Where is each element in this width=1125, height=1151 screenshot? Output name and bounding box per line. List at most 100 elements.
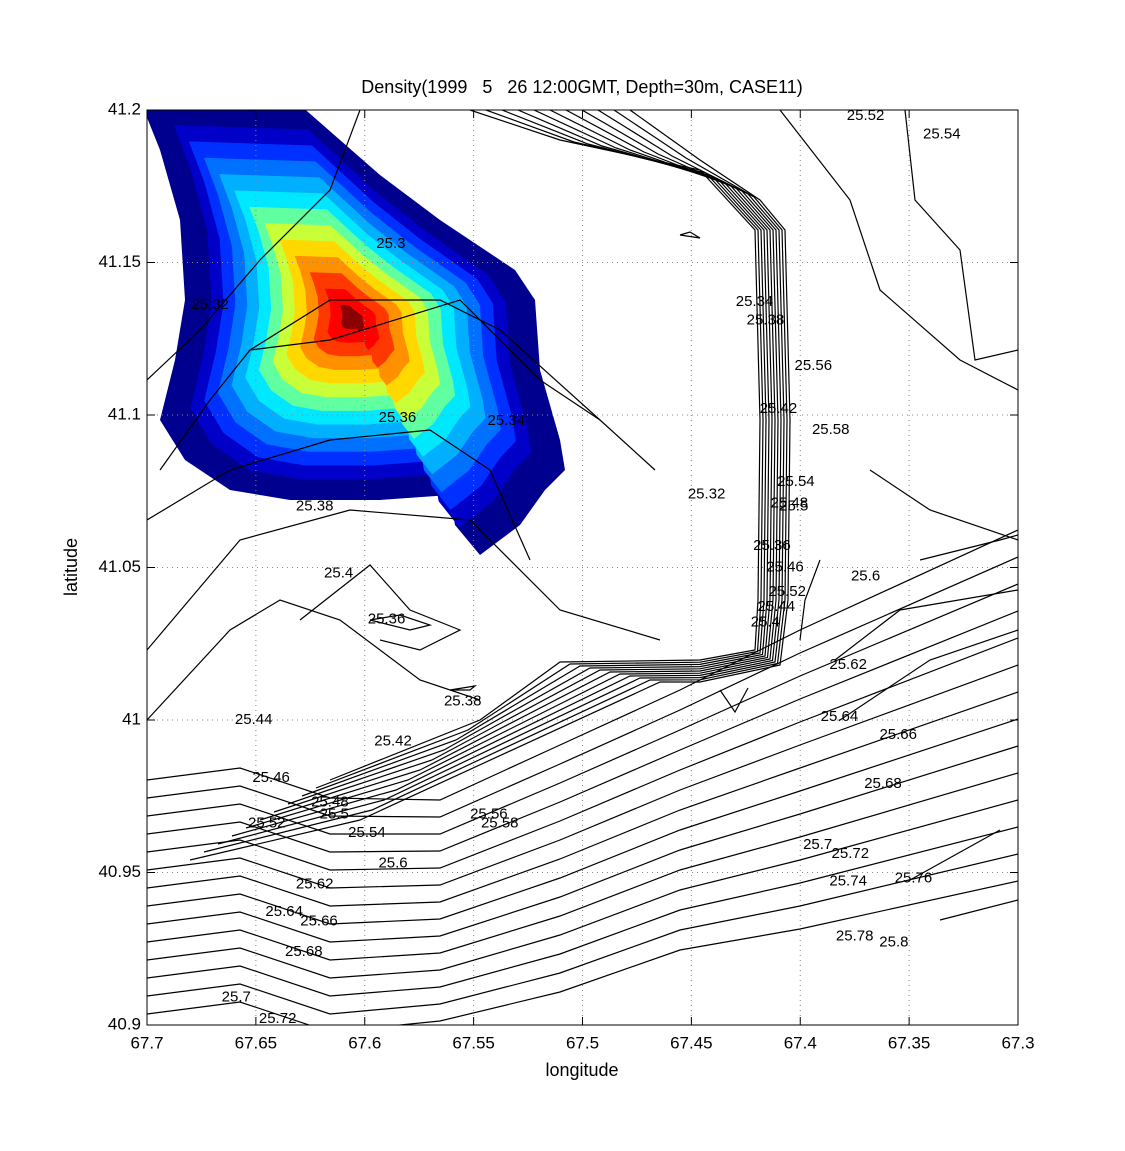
contour-line <box>147 799 1018 979</box>
x-tick-label: 67.6 <box>348 1033 381 1052</box>
contour-label: 25.5 <box>779 497 808 514</box>
contour-label: 25.34 <box>488 412 526 429</box>
contour-label: 25.42 <box>760 400 798 417</box>
contour-label: 25.6 <box>378 854 407 871</box>
contour-label: 25.62 <box>829 656 867 673</box>
contour-label: 25.46 <box>252 769 290 786</box>
contour-line <box>919 534 1018 561</box>
contour-line <box>259 110 776 821</box>
x-tick-label: 67.55 <box>452 1033 495 1052</box>
y-tick-label: 41 <box>122 709 141 728</box>
contour-label: 25.58 <box>481 815 519 832</box>
contour-label: 25.44 <box>758 598 796 615</box>
contour-label: 25.64 <box>821 708 859 725</box>
contour-label: 25.4 <box>751 613 780 630</box>
contour-line <box>147 826 1018 997</box>
y-tick-label: 41.15 <box>98 252 141 271</box>
contour-line <box>147 110 361 381</box>
contour-label: 25.68 <box>285 943 323 960</box>
x-tick-label: 67.5 <box>566 1033 599 1052</box>
contour-label: 25.7 <box>803 836 832 853</box>
y-tick-label: 40.9 <box>108 1014 141 1033</box>
contour-label: 25.56 <box>795 357 833 374</box>
contour-line <box>939 899 1018 921</box>
x-tick-label: 67.65 <box>235 1033 278 1052</box>
contour-label: 25.58 <box>812 421 850 438</box>
contour-label: 25.6 <box>851 568 880 585</box>
contour-label: 25.32 <box>688 485 726 502</box>
contour-line <box>147 556 1018 818</box>
x-tick-label: 67.4 <box>784 1033 817 1052</box>
contour-line <box>147 509 661 651</box>
contour-line <box>147 880 1018 1025</box>
contour-line <box>189 110 791 861</box>
contour-line <box>147 610 1018 853</box>
y-tick-label: 41.05 <box>98 557 141 576</box>
contour-line <box>904 110 1018 361</box>
x-tick-label: 67.7 <box>130 1033 163 1052</box>
contour-label: 25.54 <box>348 824 386 841</box>
y-tick-label: 40.95 <box>98 862 141 881</box>
x-tick-label: 67.35 <box>888 1033 931 1052</box>
contour-line <box>147 529 1018 801</box>
contour-label: 25.3 <box>376 235 405 252</box>
contour-label: 25.64 <box>265 903 303 920</box>
contour-line <box>449 685 478 691</box>
axes: 67.7 67.65 67.6 67.55 67.5 67.45 67.4 67.35 67.3… <box>98 99 1034 1052</box>
x-axis-label: longitude <box>545 1060 618 1080</box>
contour-line <box>147 637 1018 871</box>
contour-label: 25.38 <box>296 497 334 514</box>
contour-line <box>245 110 779 829</box>
x-tick-label: 67.3 <box>1001 1033 1034 1052</box>
contour-label: 25.36 <box>368 610 406 627</box>
contour-label: 25.54 <box>923 125 961 142</box>
contour-label: 25.78 <box>836 928 874 945</box>
contour-label: 25.36 <box>753 537 791 554</box>
contour-line <box>834 589 1018 661</box>
contour-line <box>231 110 782 837</box>
contour-line <box>779 110 1018 391</box>
contour-lines <box>147 110 1018 1025</box>
contour-label: 25.38 <box>444 693 482 710</box>
contour-label: 25.46 <box>766 558 804 575</box>
y-tick-label: 41.1 <box>108 404 141 423</box>
contour-line <box>147 718 1018 925</box>
contour-line <box>147 772 1018 961</box>
x-tick-label: 67.45 <box>670 1033 713 1052</box>
contour-line <box>147 664 1018 889</box>
contour-label: 25.54 <box>777 473 815 490</box>
contour-label: 25.72 <box>832 845 870 862</box>
chart-title: Density(1999 5 26 12:00GMT, Depth=30m, C… <box>361 77 802 97</box>
contour-label: 25.48 <box>311 793 349 810</box>
contour-label: 25.68 <box>864 775 902 792</box>
contour-label: 25.52 <box>847 107 885 124</box>
contour-line <box>299 564 462 651</box>
contour-label: 25.52 <box>768 583 806 600</box>
contour-line <box>159 299 656 471</box>
contour-line <box>679 231 701 239</box>
contour-line <box>217 110 785 845</box>
y-axis-label: latitude <box>61 538 81 596</box>
contour-line <box>147 599 481 721</box>
contour-label: 25.66 <box>879 726 917 743</box>
contour-line <box>249 299 601 421</box>
contour-label: 25.62 <box>296 876 334 893</box>
contour-line <box>147 853 1018 1015</box>
contour-labels: 25.52 25.54 25.3 25.32 25.34 25.38 25.56 25.42 2… <box>191 107 960 1027</box>
contour-label: 25.8 <box>879 934 908 951</box>
contour-label: 25.4 <box>324 565 353 582</box>
contour-label: 25.76 <box>895 870 933 887</box>
contour-line <box>203 110 788 853</box>
contour-label: 25.36 <box>379 409 417 426</box>
contour-line <box>147 583 1018 835</box>
contour-line <box>719 687 749 714</box>
contour-label: 25.42 <box>374 732 412 749</box>
contour-label: 25.74 <box>829 873 867 890</box>
contour-line <box>869 469 1018 541</box>
contour-label: 25.5 <box>320 806 349 823</box>
y-tick-label: 41.2 <box>108 99 141 118</box>
contour-label: 25.66 <box>300 912 338 929</box>
filled-level <box>339 304 365 333</box>
contour-label: 25.7 <box>222 989 251 1006</box>
